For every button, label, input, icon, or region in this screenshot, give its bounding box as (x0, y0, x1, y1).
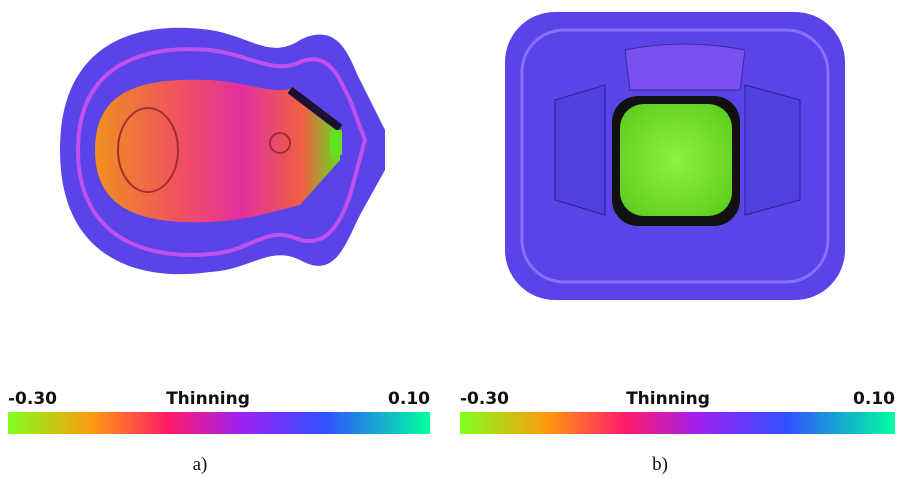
colorbar (460, 412, 895, 434)
colorbar-max: 0.10 (853, 389, 895, 409)
cup (620, 104, 732, 216)
pocket (745, 85, 800, 215)
green-zone (330, 130, 342, 155)
colorbar-min: -0.30 (8, 389, 57, 409)
colorbar-max: 0.10 (388, 389, 430, 409)
colorbar-title: Thinning (626, 389, 710, 409)
figure: -0.30 Thinning 0.10 -0.30 Thinning 0.10 … (0, 0, 897, 478)
caption: a) (193, 454, 208, 475)
pocket (555, 85, 605, 215)
colorbar-min: -0.30 (460, 389, 509, 409)
colorbar-title: Thinning (166, 389, 250, 409)
colorbar (8, 412, 430, 434)
caption: b) (652, 454, 668, 475)
pocket (625, 44, 745, 90)
part-a (60, 28, 385, 274)
part-b (505, 12, 845, 300)
